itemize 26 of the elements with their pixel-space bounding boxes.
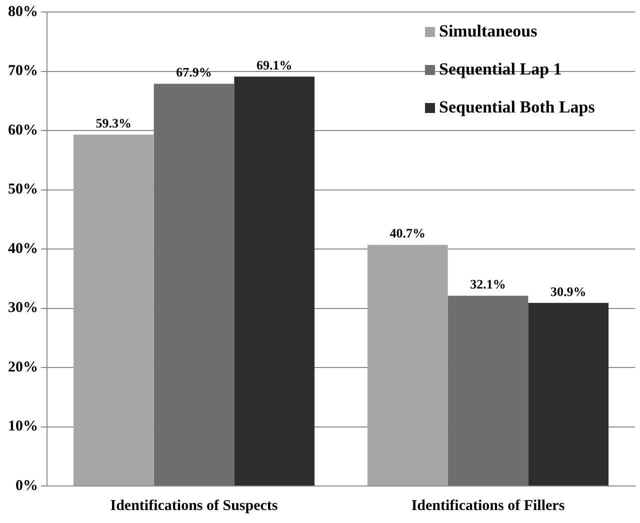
bar (234, 76, 315, 486)
y-tick-label: 80% (8, 4, 38, 20)
legend-label: Sequential Both Laps (439, 97, 596, 116)
data-label: 30.9% (550, 284, 586, 299)
data-label: 59.3% (96, 116, 132, 131)
x-tick-label: Identifications of Suspects (110, 498, 278, 514)
bar (367, 244, 448, 486)
legend-label: Simultaneous (439, 21, 538, 40)
y-tick-label: 30% (8, 300, 38, 316)
legend-label: Sequential Lap 1 (439, 59, 562, 78)
data-label: 67.9% (176, 64, 212, 80)
y-tick-label: 40% (8, 240, 38, 257)
y-tick-label: 50% (8, 182, 38, 198)
data-label: 40.7% (390, 226, 426, 241)
y-tick-label: 60% (8, 122, 38, 138)
y-tick-label: 10% (8, 418, 38, 435)
bar (73, 134, 154, 486)
x-tick-label: Identifications of Fillers (411, 498, 565, 514)
bar (448, 296, 528, 486)
data-label: 32.1% (470, 276, 506, 292)
data-label: 69.1% (256, 57, 292, 72)
bar (154, 84, 234, 486)
y-tick-label: 20% (8, 359, 38, 376)
y-tick-label: 0% (16, 478, 38, 494)
y-tick-label: 70% (8, 63, 38, 80)
bar (528, 302, 609, 486)
